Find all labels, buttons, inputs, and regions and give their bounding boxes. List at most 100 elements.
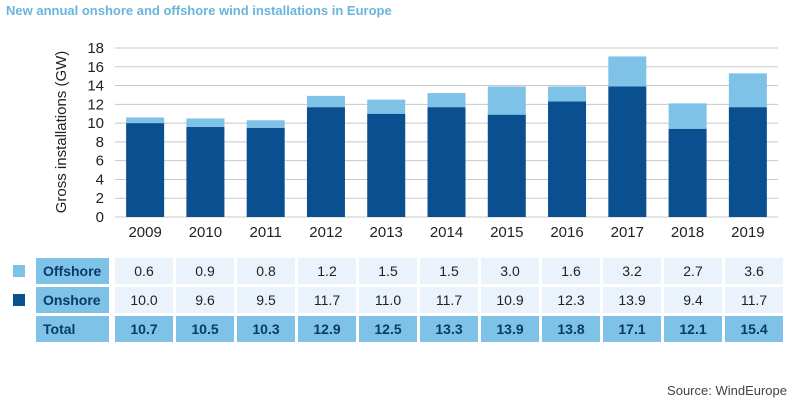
x-tick-label: 2010: [189, 224, 222, 241]
table-cell: [237, 258, 295, 284]
table-cell-value: 13.8: [557, 321, 584, 337]
bar-onshore: [487, 114, 526, 217]
x-tick-label: 2012: [309, 224, 342, 241]
table-cell: [664, 258, 722, 284]
table-cell-value: 1.5: [378, 263, 398, 279]
y-tick-label: 14: [87, 78, 104, 95]
table-cell-value: 17.1: [618, 321, 645, 337]
table-cell-value: 2.7: [683, 263, 703, 279]
y-tick-label: 12: [87, 96, 104, 113]
table-row-label: Onshore: [43, 292, 101, 308]
x-tick-label: 2016: [550, 224, 583, 241]
table-cell-value: 3.2: [622, 263, 642, 279]
table-cell-value: 1.5: [439, 263, 459, 279]
y-tick-label: 16: [87, 59, 104, 76]
table-cell: [115, 258, 173, 284]
bar-offshore: [668, 103, 707, 129]
table-cell: [420, 258, 478, 284]
table-cell-value: 0.8: [256, 263, 276, 279]
table-cell: [725, 316, 783, 342]
y-axis-label: Gross installations (GW): [53, 51, 70, 214]
bar-onshore: [306, 107, 345, 217]
table-cell: [176, 287, 234, 313]
table-cell-value: 12.9: [313, 321, 340, 337]
table-cell-value: 15.4: [740, 321, 767, 337]
y-tick-label: 18: [87, 40, 104, 57]
table-cell-value: 11.7: [436, 292, 462, 308]
table-cell: [176, 258, 234, 284]
bar-offshore: [427, 93, 466, 108]
bar-offshore: [246, 120, 285, 128]
x-tick-label: 2018: [671, 224, 704, 241]
table-cell: [542, 316, 600, 342]
bar-onshore: [126, 123, 165, 217]
table-cell: [298, 258, 356, 284]
x-tick-label: 2009: [128, 224, 161, 241]
table-cell: [481, 258, 539, 284]
table-cell-value: 10.5: [191, 321, 218, 337]
bar-offshore: [548, 86, 587, 102]
bar-onshore: [728, 107, 767, 217]
table-cell: [542, 258, 600, 284]
table-cell: [359, 287, 417, 313]
table-cell: [603, 287, 661, 313]
table-cell: [176, 316, 234, 342]
table-cell-value: 1.2: [317, 263, 337, 279]
table-cell: [664, 287, 722, 313]
table-cell-value: 11.7: [314, 292, 340, 308]
legend-swatch: [13, 265, 25, 277]
chart-title: New annual onshore and offshore wind ins…: [6, 3, 392, 18]
y-tick-label: 4: [96, 171, 104, 188]
bar-offshore: [728, 73, 767, 108]
table-cell-value: 0.9: [195, 263, 215, 279]
table-cell: [420, 287, 478, 313]
bar-offshore: [186, 118, 225, 127]
table-cell-value: 11.0: [375, 292, 401, 308]
table-row-label: Offshore: [43, 263, 102, 279]
y-tick-label: 10: [87, 115, 104, 132]
table-cell-value: 10.7: [130, 321, 157, 337]
table-cell-value: 13.3: [435, 321, 462, 337]
bar-onshore: [367, 113, 406, 217]
table-cell: [298, 316, 356, 342]
table-cell-value: 12.1: [679, 321, 706, 337]
bar-onshore: [668, 128, 707, 217]
table-cell-value: 9.6: [195, 292, 215, 308]
table-cell: [298, 287, 356, 313]
bar-offshore: [608, 56, 647, 87]
table-cell: [115, 316, 173, 342]
table-cell-value: 10.0: [130, 292, 157, 308]
table-cell-value: 10.9: [496, 292, 523, 308]
table-cell: [481, 316, 539, 342]
table-cell: [481, 287, 539, 313]
table-cell: [725, 287, 783, 313]
table-cell-value: 3.0: [500, 263, 520, 279]
bar-onshore: [548, 101, 587, 217]
table-cell: [664, 316, 722, 342]
table-cell-value: 9.5: [256, 292, 276, 308]
bar-offshore: [367, 99, 406, 114]
table-row-header-cell: [36, 316, 109, 342]
table-cell: [237, 316, 295, 342]
table-row-header-cell: [36, 287, 109, 313]
table-cell-value: 13.9: [618, 292, 645, 308]
bar-onshore: [246, 127, 285, 217]
legend-swatch: [13, 294, 25, 306]
y-tick-label: 8: [96, 134, 104, 151]
table-cell-value: 12.3: [557, 292, 584, 308]
source-note: Source: WindEurope: [667, 383, 787, 398]
x-tick-label: 2019: [731, 224, 764, 241]
x-tick-label: 2014: [430, 224, 463, 241]
table-cell: [115, 287, 173, 313]
table-cell-value: 13.9: [496, 321, 523, 337]
bar-onshore: [427, 107, 466, 217]
bar-onshore: [186, 126, 225, 217]
bar-offshore: [126, 117, 165, 124]
table-cell: [603, 316, 661, 342]
y-tick-label: 6: [96, 153, 104, 170]
table-cell-value: 11.7: [741, 292, 767, 308]
x-tick-label: 2011: [250, 224, 282, 241]
table-cell-value: 12.5: [374, 321, 401, 337]
table-cell-value: 0.6: [134, 263, 154, 279]
